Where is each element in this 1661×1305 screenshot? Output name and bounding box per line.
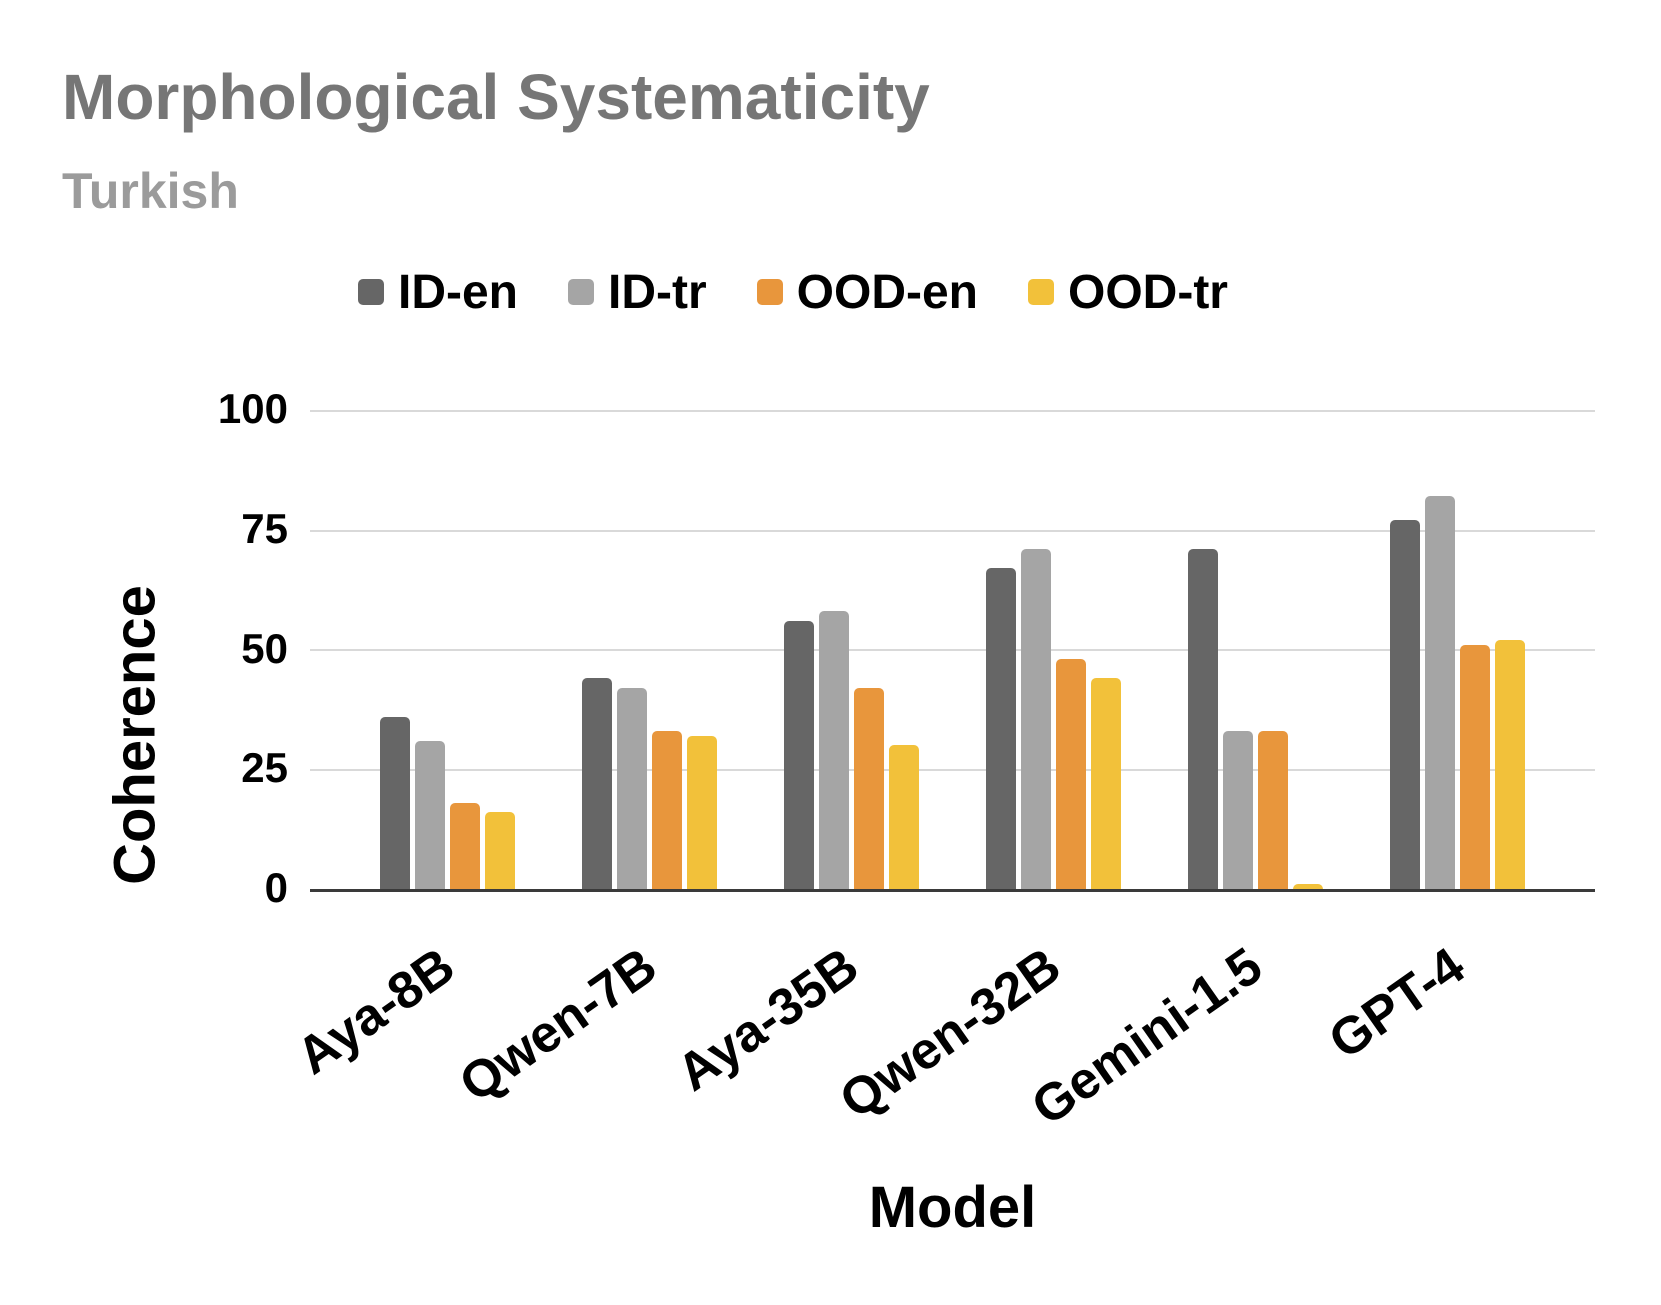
bar-ood-en-aya-35b	[853, 687, 884, 889]
bar-id-en-gemini-1.5	[1187, 548, 1218, 889]
legend-item-id-en: ID-en	[358, 265, 518, 320]
bar-ood-en-qwen-7b	[651, 730, 682, 889]
bar-ood-tr-aya-8b	[484, 812, 515, 889]
bar-ood-tr-aya-35b	[888, 745, 919, 889]
y-tick-25: 25	[241, 744, 288, 792]
bar-ood-tr-gpt-4	[1494, 639, 1525, 889]
y-tick-100: 100	[217, 385, 288, 433]
x-axis-title: Model	[868, 1175, 1037, 1240]
legend-swatch-id-en	[358, 279, 384, 305]
x-slot-qwen-7b: Qwen-7B	[449, 892, 750, 1132]
chart-subtitle: Turkish	[62, 163, 239, 219]
bar-ood-tr-gemini-1.5	[1292, 884, 1323, 889]
legend: ID-en ID-tr OOD-en OOD-tr	[358, 264, 1228, 320]
bar-group-gemini-1.5	[1154, 410, 1356, 889]
bar-group-aya-8b	[346, 410, 548, 889]
legend-swatch-ood-en	[756, 279, 783, 305]
legend-swatch-ood-tr	[1028, 279, 1054, 305]
legend-swatch-id-tr	[568, 279, 594, 305]
bar-id-tr-aya-35b	[818, 611, 849, 889]
legend-label-id-tr: ID-tr	[608, 265, 707, 319]
x-slot-gemini-1.5: Gemini-1.5	[1022, 892, 1356, 1137]
legend-item-ood-tr: OOD-tr	[1028, 265, 1228, 320]
legend-label-ood-tr: OOD-tr	[1068, 265, 1228, 319]
y-tick-0: 0	[264, 864, 288, 912]
bar-ood-en-gpt-4	[1459, 644, 1490, 889]
legend-item-ood-en: OOD-en	[756, 265, 978, 320]
bar-id-tr-gpt-4	[1424, 496, 1455, 889]
bar-ood-en-qwen-32b	[1055, 659, 1086, 889]
x-axis-labels: Aya-8B Qwen-7B Aya-35B Qwen-32B Gemini-1.5 GP…	[286, 892, 1595, 1137]
bar-ood-tr-qwen-32b	[1090, 678, 1121, 889]
y-tick-75: 75	[241, 505, 288, 553]
bar-id-en-qwen-7b	[581, 678, 612, 889]
legend-label-ood-en: OOD-en	[796, 265, 978, 319]
bar-id-en-aya-8b	[379, 716, 410, 889]
y-tick-50: 50	[241, 625, 288, 673]
bar-ood-tr-qwen-7b	[686, 735, 717, 889]
bar-ood-en-aya-8b	[449, 802, 480, 889]
bar-group-qwen-7b	[548, 410, 750, 889]
x-label-aya-8b: Aya-8B	[286, 936, 465, 1087]
bars-row	[310, 410, 1595, 889]
bar-id-tr-gemini-1.5	[1222, 730, 1253, 889]
gridline-75	[310, 530, 1595, 532]
legend-label-id-en: ID-en	[398, 265, 518, 319]
plot-area	[310, 410, 1595, 892]
y-axis-ticks: 0 25 50 75 100	[0, 385, 288, 911]
bar-group-gpt-4	[1356, 410, 1558, 889]
bar-group-qwen-32b	[952, 410, 1154, 889]
bar-group-aya-35b	[750, 410, 952, 889]
chart-title: Morphological Systematicity	[62, 61, 930, 133]
gridline-50	[310, 649, 1595, 651]
bar-id-en-aya-35b	[783, 620, 814, 889]
bar-id-tr-qwen-7b	[616, 687, 647, 889]
x-slot-gpt-4: GPT-4	[1318, 892, 1558, 1132]
x-slot-aya-8b: Aya-8B	[286, 892, 548, 1132]
bar-id-en-qwen-32b	[985, 568, 1016, 889]
legend-item-id-tr: ID-tr	[568, 265, 707, 320]
bar-id-tr-qwen-32b	[1020, 548, 1051, 889]
bar-id-tr-aya-8b	[414, 740, 445, 889]
bar-ood-en-gemini-1.5	[1257, 730, 1288, 889]
bar-id-en-gpt-4	[1389, 520, 1420, 889]
gridline-100	[310, 410, 1595, 412]
gridline-25	[310, 769, 1595, 771]
